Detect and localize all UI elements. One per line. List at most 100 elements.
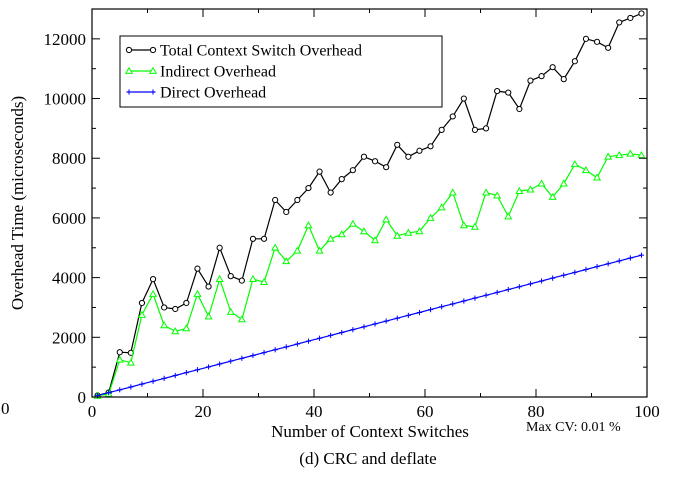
figure-caption: (d) CRC and deflate bbox=[299, 449, 436, 468]
legend-item: Indirect Overhead bbox=[124, 64, 276, 81]
data-point bbox=[383, 164, 390, 171]
data-point bbox=[359, 227, 369, 235]
legend-marker bbox=[124, 66, 134, 74]
y-tick-label: 2000 bbox=[52, 328, 86, 347]
data-point bbox=[504, 212, 513, 220]
data-point bbox=[205, 364, 212, 370]
data-point bbox=[315, 246, 324, 254]
data-point bbox=[560, 76, 567, 83]
data-point bbox=[260, 235, 268, 242]
data-point bbox=[538, 73, 545, 80]
data-point bbox=[594, 264, 600, 270]
data-point bbox=[616, 258, 622, 264]
data-point bbox=[626, 149, 635, 157]
data-point bbox=[383, 318, 389, 324]
data-point bbox=[305, 184, 312, 192]
legend-marker bbox=[150, 89, 156, 95]
data-point bbox=[371, 158, 379, 165]
data-point bbox=[228, 358, 234, 364]
data-point bbox=[515, 186, 524, 194]
y-tick-label: 0 bbox=[78, 388, 87, 407]
data-point bbox=[405, 312, 411, 318]
data-point bbox=[494, 289, 500, 296]
data-point bbox=[548, 192, 557, 200]
x-tick-label: 60 bbox=[417, 402, 434, 421]
data-point bbox=[305, 338, 312, 344]
x-tick-label: 40 bbox=[306, 402, 323, 421]
y-tick-label: 6000 bbox=[52, 209, 86, 228]
data-point bbox=[627, 14, 634, 22]
data-point bbox=[294, 341, 300, 347]
data-point bbox=[115, 355, 124, 363]
data-point bbox=[259, 277, 269, 285]
data-point bbox=[538, 278, 545, 284]
data-point bbox=[427, 307, 434, 313]
x-axis-label: Number of Context Switches bbox=[271, 422, 469, 441]
data-point bbox=[139, 381, 145, 387]
data-point bbox=[150, 378, 156, 384]
data-point bbox=[316, 335, 323, 341]
data-point bbox=[582, 35, 590, 42]
data-point bbox=[571, 58, 578, 65]
data-point bbox=[426, 213, 435, 221]
data-point bbox=[627, 255, 633, 261]
data-point bbox=[438, 126, 445, 133]
axis-ticks: 0 20 40 60 80 100 0 2000 4000 6000 8000 10000 12000 bbox=[44, 9, 660, 421]
data-point bbox=[393, 231, 402, 239]
data-point bbox=[516, 284, 522, 290]
x-tick-label: 80 bbox=[528, 402, 545, 421]
data-point bbox=[160, 321, 169, 329]
data-point bbox=[427, 143, 434, 150]
legend-marker bbox=[125, 46, 133, 54]
plot-series bbox=[93, 10, 646, 399]
data-point bbox=[526, 185, 535, 193]
legend: Total Context Switch Overhead Indirect Ov… bbox=[119, 35, 443, 108]
data-point bbox=[593, 38, 601, 45]
data-point bbox=[172, 305, 179, 313]
data-point bbox=[605, 44, 612, 51]
data-point bbox=[337, 230, 346, 238]
data-point bbox=[172, 372, 178, 379]
series-line bbox=[97, 153, 642, 397]
legend-label: Direct Overhead bbox=[160, 85, 266, 102]
series-3 bbox=[94, 252, 645, 399]
data-point bbox=[537, 179, 546, 187]
max-cv-note: Max CV: 0.01 % bbox=[526, 420, 621, 435]
data-point bbox=[304, 221, 313, 229]
data-point bbox=[616, 19, 623, 26]
data-point bbox=[416, 147, 423, 154]
series-2 bbox=[93, 149, 646, 399]
series-line bbox=[97, 254, 642, 397]
legend-marker bbox=[126, 89, 132, 95]
legend-box bbox=[119, 35, 443, 108]
data-point bbox=[148, 289, 158, 297]
data-point bbox=[328, 332, 334, 338]
data-point bbox=[293, 246, 302, 254]
data-point bbox=[250, 352, 256, 359]
data-point bbox=[271, 243, 280, 251]
data-point bbox=[483, 292, 489, 298]
data-point bbox=[481, 188, 491, 196]
data-point bbox=[248, 274, 258, 283]
data-point bbox=[394, 141, 401, 148]
y-tick-label: 4000 bbox=[52, 269, 86, 288]
legend-item: Direct Overhead bbox=[126, 85, 266, 102]
data-point bbox=[493, 191, 502, 199]
data-point bbox=[282, 256, 291, 265]
x-tick-label: 0 bbox=[88, 402, 97, 421]
data-point bbox=[237, 315, 246, 323]
data-point bbox=[361, 324, 367, 330]
data-point bbox=[471, 126, 479, 133]
data-point bbox=[405, 153, 412, 160]
legend-marker bbox=[149, 46, 157, 54]
data-point bbox=[527, 281, 534, 287]
data-point bbox=[559, 179, 568, 187]
x-tick-label: 100 bbox=[634, 402, 660, 421]
data-point bbox=[549, 64, 556, 71]
y-axis-label: Overhead Time (microseconds) bbox=[8, 96, 27, 310]
data-point bbox=[583, 266, 589, 273]
data-point bbox=[182, 324, 191, 332]
legend-item: Total Context Switch Overhead bbox=[125, 43, 362, 60]
data-point bbox=[348, 219, 357, 227]
